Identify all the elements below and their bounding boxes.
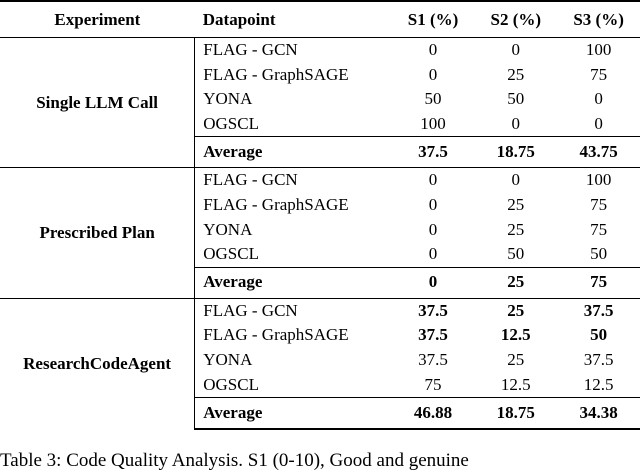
s2-cell: 25 — [507, 219, 525, 239]
datapoint-cell: FLAG - GCN — [194, 167, 392, 193]
average-label: Average — [194, 266, 392, 299]
datapoint-cell: OGSCL — [203, 113, 259, 133]
s1-cell: 0 — [428, 219, 438, 239]
s2-cell: 0 — [474, 167, 558, 193]
average-s1: 37.5 — [391, 136, 475, 168]
header-s2: S2 (%) — [490, 10, 542, 29]
table-row: Prescribed Plan FLAG - GCN 0 0 100 — [0, 167, 640, 299]
datapoint-cell: YONA — [203, 219, 253, 239]
s3-cell: 75 — [590, 194, 608, 214]
experiment-name: Prescribed Plan — [0, 167, 196, 299]
datapoint-cell: FLAG - GraphSAGE — [203, 64, 349, 84]
s3-cell: 50 — [590, 325, 608, 345]
table-row: OGSCL 75 12.5 12.5 — [0, 373, 640, 398]
s3-cell: 50 — [590, 244, 608, 264]
s1-cell: 37.5 — [418, 325, 448, 345]
s3-cell: 37.5 — [557, 297, 640, 324]
s2-cell: 25 — [507, 349, 525, 369]
s1-cell: 37.5 — [391, 297, 475, 324]
header-datapoint: Datapoint — [202, 10, 276, 29]
table-row: OGSCL 0 50 50 — [0, 242, 640, 267]
s2-cell: 0 — [511, 113, 521, 133]
datapoint-cell: YONA — [203, 349, 253, 369]
s3-cell: 75 — [590, 219, 608, 239]
s2-cell: 50 — [507, 244, 525, 264]
results-table: Experiment Datapoint S1 (%) S2 (%) S3 (%… — [0, 1, 640, 431]
average-row: Average 46.88 18.75 34.38 — [0, 397, 640, 431]
s1-cell: 0 — [428, 64, 438, 84]
s2-cell: 25 — [474, 297, 558, 324]
table-row: YONA 50 50 0 — [0, 87, 640, 112]
average-s2: 25 — [474, 266, 558, 299]
average-s3: 34.38 — [557, 397, 640, 431]
s2-cell: 25 — [507, 64, 525, 84]
datapoint-cell: FLAG - GraphSAGE — [203, 194, 349, 214]
s3-cell: 100 — [557, 167, 640, 193]
s3-cell: 37.5 — [583, 349, 614, 369]
table-caption: Table 3: Code Quality Analysis. S1 (0-10… — [0, 450, 469, 471]
header-s1: S1 (%) — [407, 10, 459, 29]
table-row: YONA 37.5 25 37.5 — [0, 348, 640, 373]
average-label: Average — [194, 136, 392, 168]
datapoint-cell: FLAG - GCN — [194, 297, 392, 324]
s2-cell: 0 — [511, 40, 521, 59]
table-row: ResearchCodeAgent FLAG - GCN 37.5 25 37.… — [0, 297, 640, 430]
average-s2: 18.75 — [474, 136, 558, 168]
average-s3: 43.75 — [557, 136, 640, 168]
s1-cell: 0 — [428, 194, 438, 214]
table-row: OGSCL 100 0 0 — [0, 112, 640, 137]
experiment-name: Single LLM Call — [0, 37, 196, 168]
table-row: Single LLM Call FLAG - GCN 0 0 100 — [0, 37, 640, 168]
table-row: YONA 0 25 75 — [0, 218, 640, 243]
s1-cell: 50 — [424, 89, 442, 109]
s3-cell: 0 — [594, 89, 603, 109]
s1-cell: 0 — [428, 244, 438, 264]
datapoint-cell: OGSCL — [203, 374, 259, 394]
average-row: Average 37.5 18.75 43.75 — [0, 136, 640, 168]
s1-cell: 37.5 — [418, 349, 448, 369]
average-s1: 46.88 — [391, 397, 475, 431]
average-s1: 0 — [391, 266, 475, 299]
s1-cell: 100 — [420, 113, 446, 133]
table-row: FLAG - GraphSAGE 37.5 12.5 50 — [0, 323, 640, 348]
s3-cell: 100 — [585, 40, 612, 59]
s2-cell: 12.5 — [500, 325, 531, 345]
experiment-name: ResearchCodeAgent — [0, 297, 196, 430]
datapoint-cell: YONA — [203, 89, 253, 109]
s1-cell: 0 — [428, 40, 438, 59]
s2-cell: 50 — [507, 89, 525, 109]
datapoint-cell: OGSCL — [203, 244, 259, 264]
s3-cell: 0 — [594, 113, 603, 133]
average-label: Average — [194, 397, 392, 431]
average-s2: 18.75 — [474, 397, 558, 431]
table-row: FLAG - GraphSAGE 0 25 75 — [0, 63, 640, 88]
s1-cell: 0 — [391, 167, 475, 193]
datapoint-cell: FLAG - GCN — [203, 40, 298, 59]
s2-cell: 12.5 — [500, 374, 531, 394]
table-header-row: Experiment Datapoint S1 (%) S2 (%) S3 (%… — [0, 1, 640, 38]
s1-cell: 75 — [424, 374, 442, 394]
header-s3: S3 (%) — [573, 10, 624, 29]
datapoint-cell: FLAG - GraphSAGE — [203, 325, 349, 345]
average-row: Average 0 25 75 — [0, 266, 640, 299]
average-s3: 75 — [557, 266, 640, 299]
header-experiment: Experiment — [54, 10, 141, 29]
table-row: FLAG - GraphSAGE 0 25 75 — [0, 193, 640, 218]
s3-cell: 12.5 — [583, 374, 614, 394]
s3-cell: 75 — [590, 64, 608, 84]
s2-cell: 25 — [507, 194, 525, 214]
